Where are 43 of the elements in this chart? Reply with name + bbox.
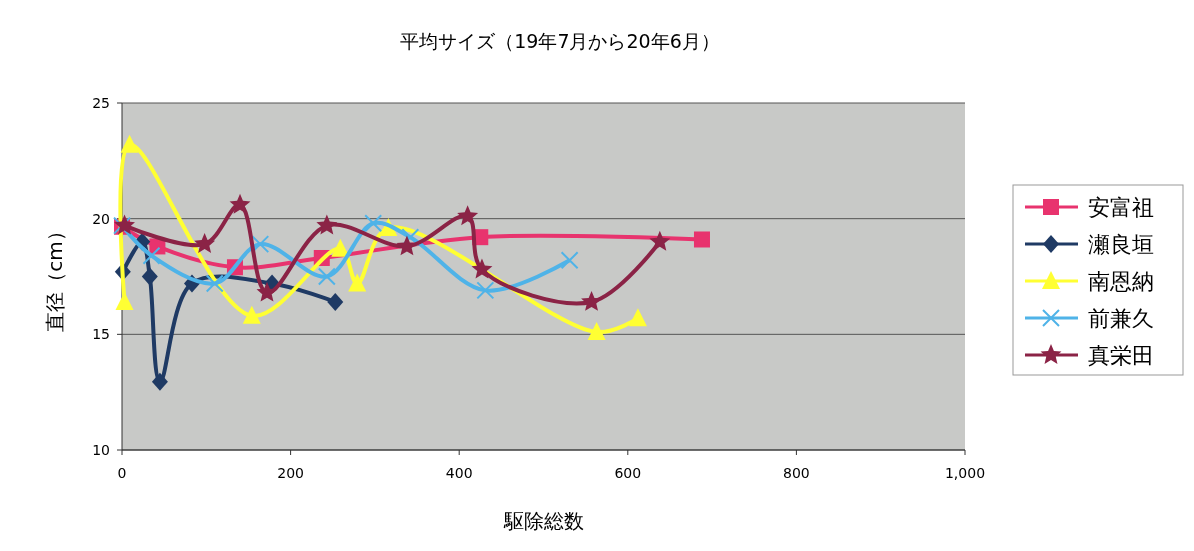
point <box>560 251 579 270</box>
point <box>396 235 418 256</box>
x-tick-label: 800 <box>783 465 810 481</box>
x-tick-label: 1,000 <box>944 465 986 481</box>
point <box>476 281 495 300</box>
legend-label: 瀬良垣 <box>1088 231 1154 257</box>
point <box>457 205 479 226</box>
x-tick-label: 0 <box>117 465 127 481</box>
point <box>251 235 270 254</box>
point <box>348 273 367 292</box>
x-tick-label: 200 <box>277 465 304 481</box>
y-tick-label: 10 <box>92 441 110 458</box>
x-tick-label: 600 <box>614 465 642 481</box>
point <box>229 193 251 214</box>
legend-label: 安富祖 <box>1088 194 1154 220</box>
y-tick-label: 15 <box>92 326 110 343</box>
point <box>256 281 278 302</box>
legend-label: 南恩納 <box>1088 268 1154 294</box>
point <box>205 274 224 293</box>
legend-label: 前兼久 <box>1088 305 1154 331</box>
y-tick-label: 25 <box>92 94 110 111</box>
point <box>649 230 671 251</box>
point <box>120 134 139 153</box>
point <box>317 267 336 286</box>
chart-title: 平均サイズ（19年7月から20年6月） <box>400 30 720 52</box>
point <box>331 238 350 257</box>
x-tick-label: 400 <box>445 465 473 481</box>
y-axis-title: 直径（cm） <box>43 221 67 332</box>
point <box>151 372 168 391</box>
point <box>142 246 161 265</box>
point <box>628 308 647 327</box>
point <box>364 214 383 233</box>
legend-label: 真栄田 <box>1088 342 1154 368</box>
y-tick-label: 20 <box>92 210 110 227</box>
point <box>242 305 261 324</box>
point <box>141 267 158 286</box>
point <box>316 214 338 235</box>
point <box>327 292 344 311</box>
point <box>693 231 710 248</box>
point <box>587 322 606 341</box>
point <box>471 258 493 279</box>
x-axis-title: 駆除総数 <box>502 509 584 533</box>
point <box>194 233 216 254</box>
